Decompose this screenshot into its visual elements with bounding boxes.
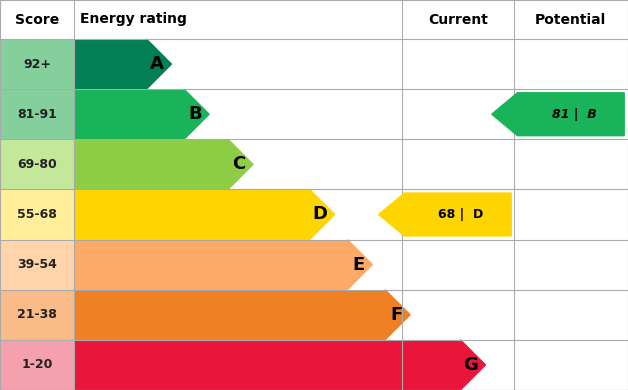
Text: 39-54: 39-54 bbox=[17, 258, 57, 271]
Text: C: C bbox=[232, 155, 246, 174]
Text: 81 |  B: 81 | B bbox=[551, 108, 597, 121]
Polygon shape bbox=[310, 190, 335, 239]
Text: E: E bbox=[353, 255, 365, 274]
Text: Energy rating: Energy rating bbox=[80, 12, 187, 27]
Bar bbox=[74, 39, 146, 89]
Polygon shape bbox=[347, 239, 372, 290]
Bar bbox=[0, 89, 74, 139]
Polygon shape bbox=[228, 139, 253, 190]
Text: 1-20: 1-20 bbox=[21, 358, 53, 371]
Polygon shape bbox=[146, 39, 171, 89]
Polygon shape bbox=[385, 290, 410, 340]
Text: B: B bbox=[188, 105, 202, 123]
Text: 69-80: 69-80 bbox=[17, 158, 57, 171]
Bar bbox=[0, 340, 74, 390]
Text: D: D bbox=[312, 206, 327, 223]
Text: F: F bbox=[391, 306, 403, 324]
Text: Current: Current bbox=[428, 12, 488, 27]
Bar bbox=[0, 290, 74, 340]
Polygon shape bbox=[492, 93, 624, 136]
Text: 92+: 92+ bbox=[23, 58, 51, 71]
Bar bbox=[74, 340, 460, 390]
Text: 81-91: 81-91 bbox=[17, 108, 57, 121]
Text: 55-68: 55-68 bbox=[17, 208, 57, 221]
Bar bbox=[0, 39, 74, 89]
Bar bbox=[0, 239, 74, 290]
Bar bbox=[0, 139, 74, 190]
Polygon shape bbox=[460, 340, 485, 390]
Bar bbox=[0, 190, 74, 239]
Bar bbox=[74, 239, 347, 290]
Text: Potential: Potential bbox=[535, 12, 607, 27]
Text: 68 |  D: 68 | D bbox=[438, 208, 484, 221]
Text: G: G bbox=[463, 356, 478, 374]
Bar bbox=[74, 89, 184, 139]
Bar bbox=[74, 290, 385, 340]
Polygon shape bbox=[184, 89, 209, 139]
Text: Score: Score bbox=[15, 12, 59, 27]
Text: A: A bbox=[150, 55, 164, 73]
Text: 21-38: 21-38 bbox=[17, 308, 57, 321]
Bar bbox=[74, 190, 310, 239]
Bar bbox=[74, 139, 228, 190]
Polygon shape bbox=[379, 193, 511, 236]
